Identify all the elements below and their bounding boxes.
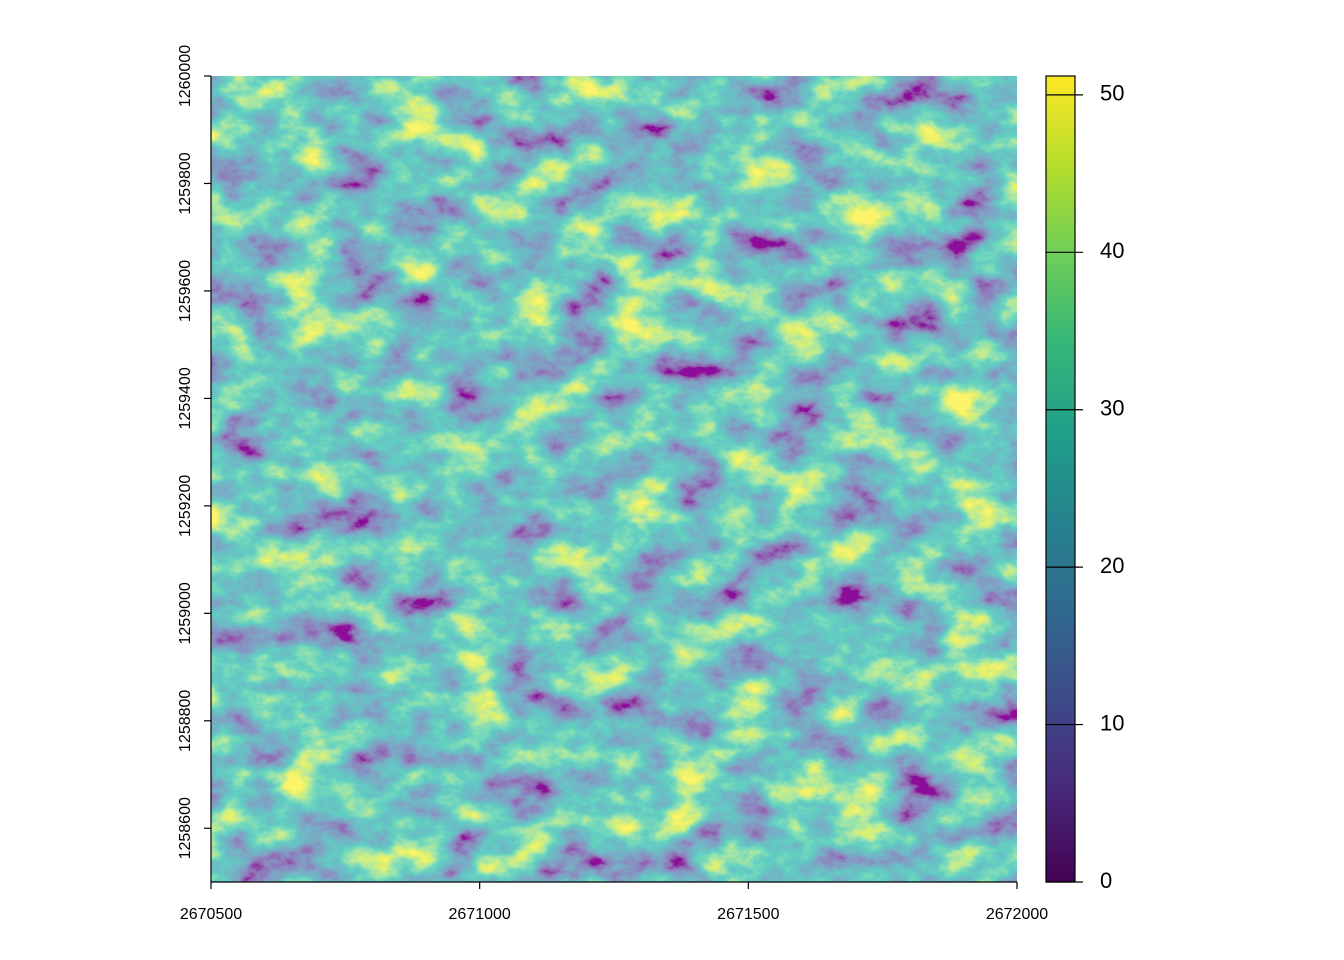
y-tick-label: 1258800 [177, 690, 194, 752]
x-tick-label: 2671000 [449, 906, 511, 923]
x-tick-label: 2671500 [717, 906, 779, 923]
y-tick-label: 1259600 [177, 260, 194, 322]
colorbar-tick-label: 30 [1100, 396, 1124, 421]
y-tick-label: 1259000 [177, 582, 194, 644]
y-tick-label: 1260000 [177, 45, 194, 107]
x-tick-label: 2670500 [180, 906, 242, 923]
colorbar-tick-label: 20 [1100, 553, 1124, 578]
colorbar-tick-label: 40 [1100, 238, 1124, 263]
y-tick-label: 1259400 [177, 367, 194, 429]
colorbar-tick-label: 0 [1100, 868, 1112, 893]
raster-image [211, 76, 1017, 882]
colorbar-tick-label: 50 [1100, 81, 1124, 106]
y-tick-label: 1258600 [177, 797, 194, 859]
colorbar-tick-label: 10 [1100, 710, 1124, 735]
x-tick-label: 2672000 [986, 906, 1048, 923]
y-tick-label: 1259800 [177, 152, 194, 214]
colorbar [1045, 75, 1076, 883]
y-tick-label: 1259200 [177, 475, 194, 537]
